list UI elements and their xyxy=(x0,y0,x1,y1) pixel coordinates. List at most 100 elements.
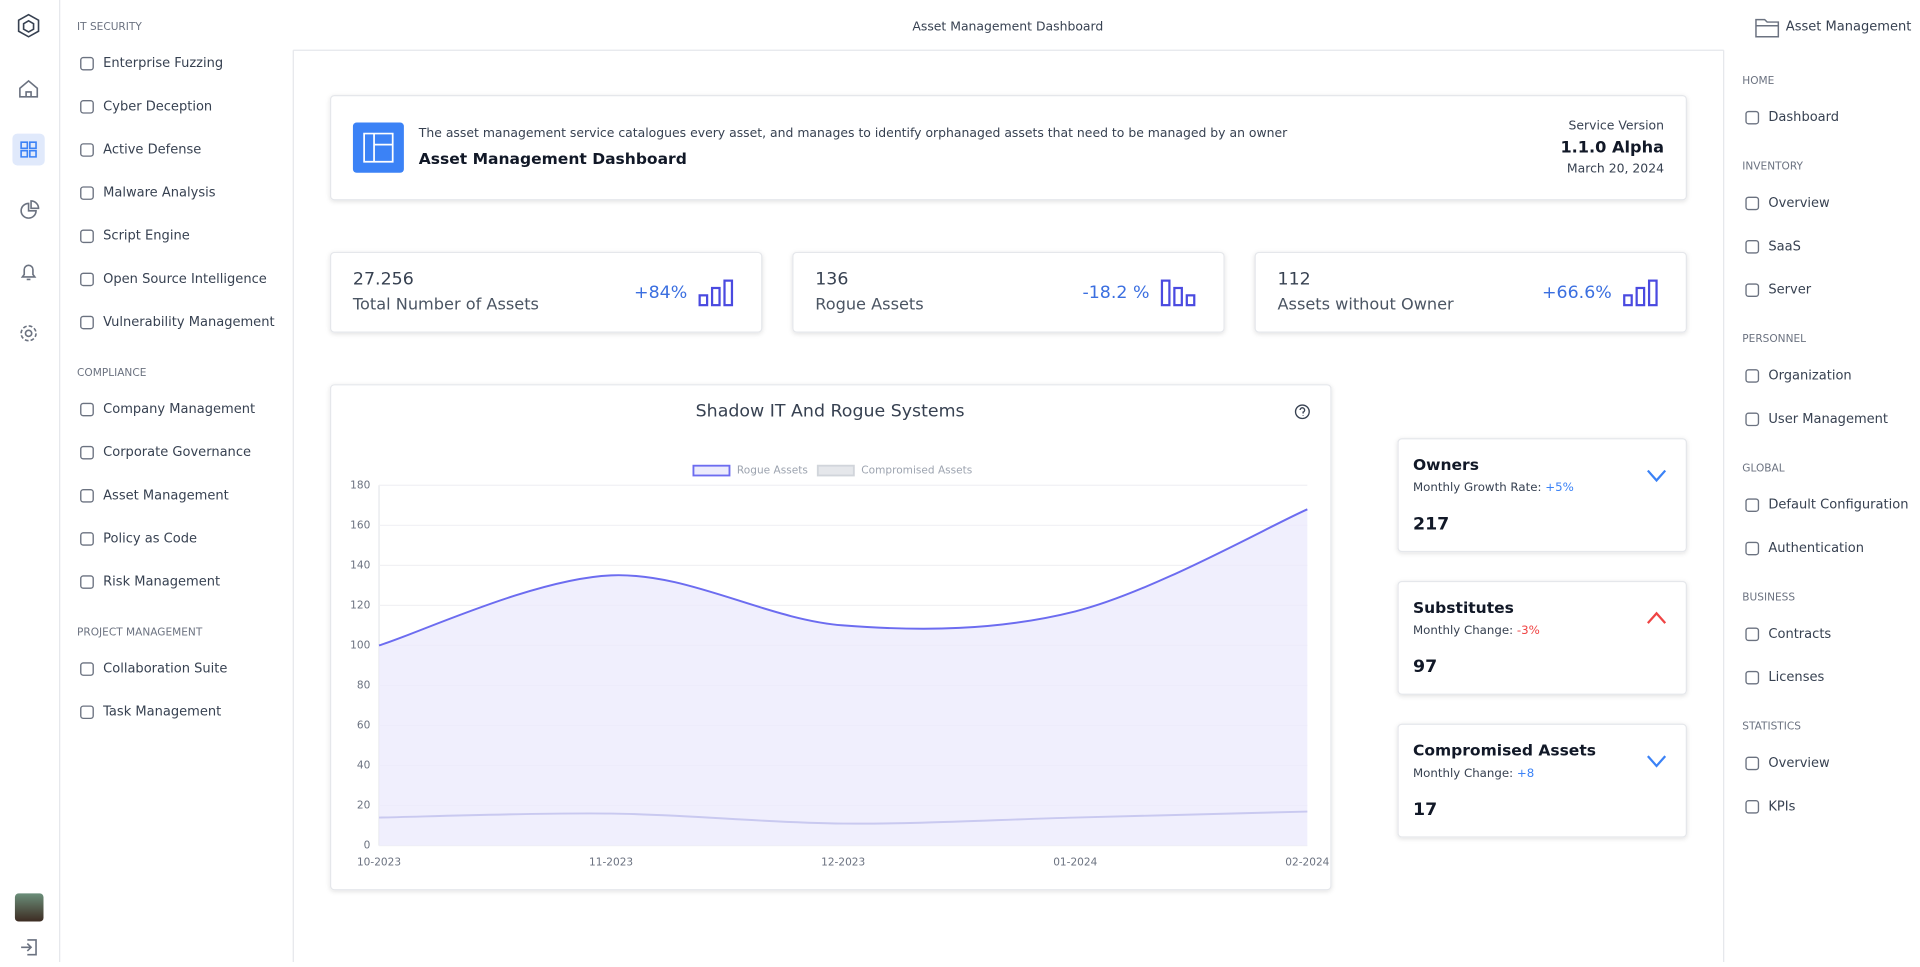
nav-icon xyxy=(80,532,94,546)
stat-bar-icon xyxy=(710,286,721,307)
stat-change: +84% xyxy=(634,283,687,303)
nav-item[interactable]: Task Management xyxy=(102,705,221,720)
card-title: Owners xyxy=(1413,456,1479,474)
stat-label: Rogue Assets xyxy=(815,295,923,314)
nav-icon xyxy=(80,662,94,676)
nav-icon xyxy=(1745,756,1760,771)
x-tick-label: 12-2023 xyxy=(821,857,865,869)
nav-item[interactable]: Vulnerability Management xyxy=(103,315,274,330)
logo[interactable] xyxy=(17,13,40,38)
stat-card xyxy=(1254,251,1687,333)
nav-item[interactable]: Cyber Deception xyxy=(103,99,212,114)
nav-item[interactable]: Asset Management xyxy=(103,488,229,503)
y-tick-label: 140 xyxy=(350,559,370,571)
legend-swatch[interactable] xyxy=(692,464,731,477)
nav-heading: IT SECURITY xyxy=(77,21,142,33)
info-card xyxy=(1397,580,1687,695)
gear-teeth xyxy=(20,325,37,342)
legend-label[interactable]: Rogue Assets xyxy=(737,465,808,477)
nav-item[interactable]: SaaS xyxy=(1768,239,1801,254)
stat-label: Assets without Owner xyxy=(1278,295,1455,314)
home-icon[interactable] xyxy=(19,79,39,98)
x-tick-label: 10-2023 xyxy=(357,857,401,869)
nav-heading: BUSINESS xyxy=(1742,592,1795,604)
nav-item[interactable]: Policy as Code xyxy=(103,532,197,547)
area-fill xyxy=(379,509,1308,846)
stat-bar-icon xyxy=(1173,286,1183,307)
apps-icon[interactable] xyxy=(20,141,37,158)
y-tick-label: 80 xyxy=(357,679,370,691)
nav-item[interactable]: Contracts xyxy=(1768,627,1831,642)
chart-icon[interactable] xyxy=(20,200,40,219)
x-tick-label: 01-2024 xyxy=(1053,857,1097,869)
nav-icon xyxy=(1745,196,1760,211)
nav-item[interactable]: Authentication xyxy=(1768,541,1864,556)
nav-icon xyxy=(1745,412,1760,427)
nav-item[interactable]: Malware Analysis xyxy=(103,186,216,201)
stat-value: 27.256 xyxy=(353,269,414,289)
bell-icon[interactable] xyxy=(20,264,37,281)
stat-bar-icon xyxy=(1647,279,1658,307)
legend-label[interactable]: Compromised Assets xyxy=(861,465,972,477)
nav-icon xyxy=(1745,800,1760,814)
banner xyxy=(329,94,1687,201)
card-arrow[interactable] xyxy=(1647,469,1667,483)
y-tick-label: 160 xyxy=(350,519,370,531)
y-tick-label: 40 xyxy=(357,760,370,772)
chart-title: Shadow IT And Rogue Systems xyxy=(696,402,965,422)
nav-item[interactable]: User Management xyxy=(1768,412,1888,427)
card-title: Compromised Assets xyxy=(1413,742,1596,760)
info-card xyxy=(1397,723,1687,838)
nav-icon xyxy=(80,143,94,157)
series-line xyxy=(379,810,1308,825)
nav-item[interactable]: Open Source Intelligence xyxy=(103,272,267,287)
nav-item[interactable]: Licenses xyxy=(1768,670,1824,685)
card-arrow[interactable] xyxy=(1647,755,1667,768)
nav-icon xyxy=(80,100,94,114)
nav-item[interactable]: Overview xyxy=(1768,196,1830,211)
nav-icon xyxy=(80,705,94,720)
card-change: +5% xyxy=(1545,480,1574,494)
card-change: +8 xyxy=(1517,766,1534,780)
nav-item[interactable]: Collaboration Suite xyxy=(103,662,227,677)
gear-icon[interactable] xyxy=(24,329,33,338)
nav-item[interactable]: Server xyxy=(1768,283,1811,298)
nav-icon xyxy=(1745,369,1760,383)
avatar[interactable] xyxy=(14,893,44,922)
nav-heading: HOME xyxy=(1742,75,1774,87)
nav-heading: PERSONNEL xyxy=(1742,333,1806,345)
logout-icon[interactable] xyxy=(21,939,37,956)
stat-bar-icon xyxy=(723,279,734,307)
rail xyxy=(12,13,45,956)
nav-item[interactable]: Enterprise Fuzzing xyxy=(103,56,223,71)
nav-item[interactable]: Overview xyxy=(1768,756,1830,771)
nav-item[interactable]: Script Engine xyxy=(103,229,190,244)
nav-icon xyxy=(1745,541,1760,556)
nav-icon xyxy=(1745,283,1760,297)
series-line xyxy=(378,508,1308,647)
nav-icon xyxy=(80,272,94,287)
stat-bar-icon xyxy=(1635,286,1646,307)
card-value: 217 xyxy=(1413,515,1449,535)
topbar-title: Asset Management Dashboard xyxy=(912,20,1103,34)
legend-swatch[interactable] xyxy=(816,464,855,477)
nav-item[interactable]: Dashboard xyxy=(1768,110,1839,125)
nav-item[interactable]: KPIs xyxy=(1768,799,1795,814)
nav-item[interactable]: Company Management xyxy=(103,402,255,417)
nav-item[interactable]: Corporate Governance xyxy=(103,445,251,460)
y-tick-label: 60 xyxy=(357,720,370,732)
help-icon[interactable] xyxy=(1294,404,1310,420)
nav-heading: INVENTORY xyxy=(1742,161,1803,173)
card-change: -3% xyxy=(1517,623,1540,637)
nav-item[interactable]: Default Configuration xyxy=(1768,498,1908,513)
card-arrow[interactable] xyxy=(1647,611,1667,624)
banner-icon xyxy=(363,132,394,163)
nav-item[interactable]: Risk Management xyxy=(103,575,220,590)
app-name[interactable]: Asset Management xyxy=(1786,20,1912,35)
nav-item[interactable]: Organization xyxy=(1768,369,1851,384)
stat-bar-icon xyxy=(1623,294,1633,307)
nav-item[interactable]: Active Defense xyxy=(103,143,201,158)
nav-icon xyxy=(1745,498,1760,512)
